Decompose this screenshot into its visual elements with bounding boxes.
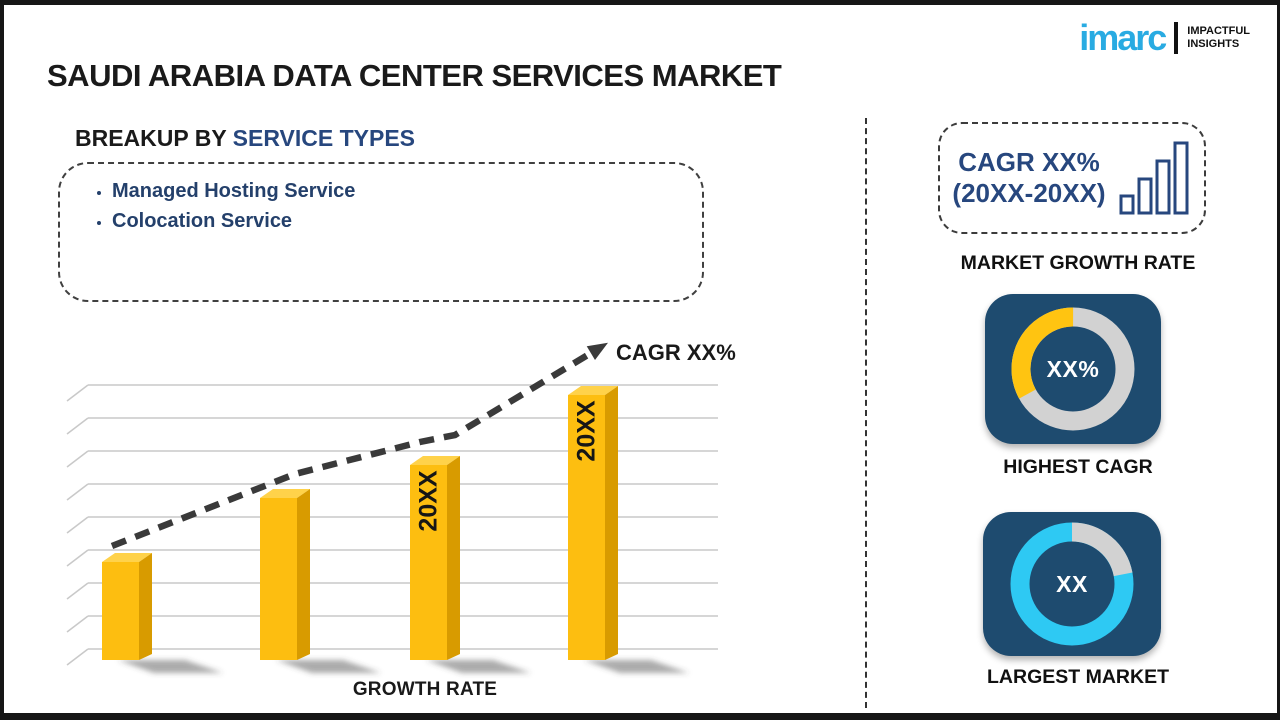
logo-tagline-line2: INSIGHTS <box>1187 38 1240 50</box>
logo-tagline-line1: IMPACTFUL <box>1187 25 1250 38</box>
highest-cagr-value: XX% <box>1046 355 1100 382</box>
highest-cagr-donut: XX% <box>1006 302 1140 436</box>
breakup-heading-highlight: SERVICE TYPES <box>232 125 416 151</box>
cagr-info-box: CAGR XX% (20XX-20XX) <box>938 122 1206 234</box>
service-types-list: Managed Hosting Service Colocation Servi… <box>94 176 702 236</box>
svg-text:20XX: 20XX <box>573 400 601 461</box>
cagr-period: (20XX-20XX) <box>952 178 1106 208</box>
highest-cagr-tile: XX% <box>985 294 1161 444</box>
highest-cagr-donut-svg <box>1011 307 1135 431</box>
svg-text:20XX: 20XX <box>415 470 443 531</box>
highest-cagr-label: HIGHEST CAGR <box>1003 456 1153 478</box>
imarc-logo-text: imarc <box>1079 17 1167 58</box>
logo-tagline: IMPACTFUL INSIGHTS <box>1187 25 1250 50</box>
growth-chart-svg: 20XX 20XX <box>66 342 718 673</box>
service-types-box: Managed Hosting Service Colocation Servi… <box>58 162 704 302</box>
breakup-heading: BREAKUP BY SERVICE TYPES <box>75 125 415 152</box>
list-item: Colocation Service <box>112 206 702 236</box>
cagr-value: CAGR XX% <box>958 147 1100 178</box>
largest-market-value: XX <box>1056 570 1088 597</box>
cagr-trend-label: CAGR XX% <box>616 340 736 365</box>
page-title: SAUDI ARABIA DATA CENTER SERVICES MARKET <box>47 58 782 93</box>
largest-market-label: LARGEST MARKET <box>987 666 1169 688</box>
largest-market-donut-svg <box>1010 522 1134 646</box>
breakup-heading-prefix: BREAKUP BY <box>75 125 233 151</box>
growth-rate-axis-label: GROWTH RATE <box>352 679 498 700</box>
cagr-info-text: CAGR XX% (20XX-20XX) <box>952 147 1105 208</box>
imarc-logo: imarc IMPACTFUL INSIGHTS <box>1079 20 1250 56</box>
list-item: Managed Hosting Service <box>112 176 702 206</box>
market-growth-rate-label: MARKET GROWTH RATE <box>960 252 1196 274</box>
section-divider <box>865 118 867 708</box>
logo-divider <box>1174 22 1179 54</box>
growth-bars-icon <box>1119 141 1189 215</box>
largest-market-donut: XX <box>1005 517 1139 651</box>
largest-market-tile: XX <box>983 512 1161 656</box>
